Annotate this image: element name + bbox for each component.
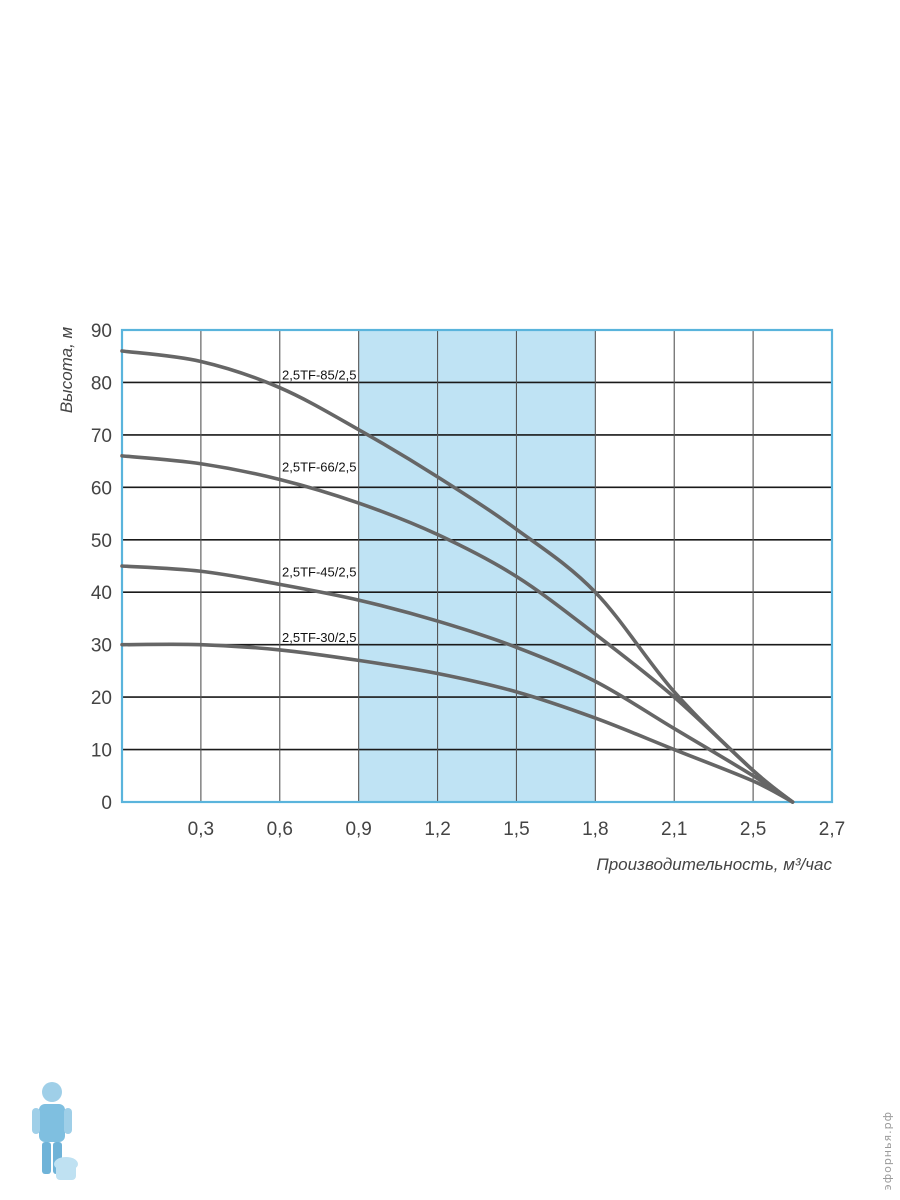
- x-axis-title: Производительность, м³/час: [596, 855, 832, 874]
- series-layer: [120, 349, 795, 804]
- y-tick-label: 10: [91, 741, 112, 762]
- series-label: 2,5TF-45/2,5: [282, 564, 356, 579]
- series-label: 2,5TF-66/2,5: [282, 459, 356, 474]
- x-tick-label: 1,2: [424, 819, 450, 840]
- series-label: 2,5TF-85/2,5: [282, 368, 356, 383]
- x-tick-label: 2,1: [661, 819, 687, 840]
- y-tick-label: 40: [91, 583, 112, 604]
- x-tick-label: 1,8: [582, 819, 608, 840]
- tick-layer: 0 10 20 30 40 50 60 70 80 90 0,3 0,6 0,9 1,2 1,5 1,8 2,1…: [91, 321, 845, 840]
- highlight-band-layer: [358, 330, 596, 802]
- x-tick-label: 2,5: [740, 819, 766, 840]
- y-tick-label: 50: [91, 531, 112, 552]
- y-axis-title: Высота, м: [57, 326, 76, 413]
- series-line: [120, 564, 795, 804]
- y-tick-label: 30: [91, 636, 112, 657]
- watermark: эфорнья.рф: [881, 1110, 894, 1190]
- y-tick-label: 80: [91, 373, 112, 394]
- y-tick-label: 0: [101, 793, 112, 814]
- series-label: 2,5TF-30/2,5: [282, 630, 356, 645]
- x-tick-label: 0,9: [345, 819, 371, 840]
- y-tick-label: 90: [91, 321, 112, 342]
- series-label-layer: 2,5TF-85/2,5 2,5TF-66/2,5 2,5TF-45/2,5 2,5T…: [282, 368, 356, 645]
- highlight-band: [358, 330, 596, 802]
- x-tick-label: 2,7: [819, 819, 845, 840]
- y-tick-label: 60: [91, 478, 112, 499]
- x-tick-label: 0,3: [188, 819, 214, 840]
- series-line: [120, 642, 795, 804]
- x-tick-label: 0,6: [267, 819, 293, 840]
- grid-layer: [120, 328, 834, 804]
- x-tick-label: 1,5: [503, 819, 529, 840]
- y-tick-label: 20: [91, 688, 112, 709]
- y-tick-label: 70: [91, 426, 112, 447]
- series-line: [120, 454, 795, 804]
- plumber-mascot-icon: [32, 1082, 78, 1180]
